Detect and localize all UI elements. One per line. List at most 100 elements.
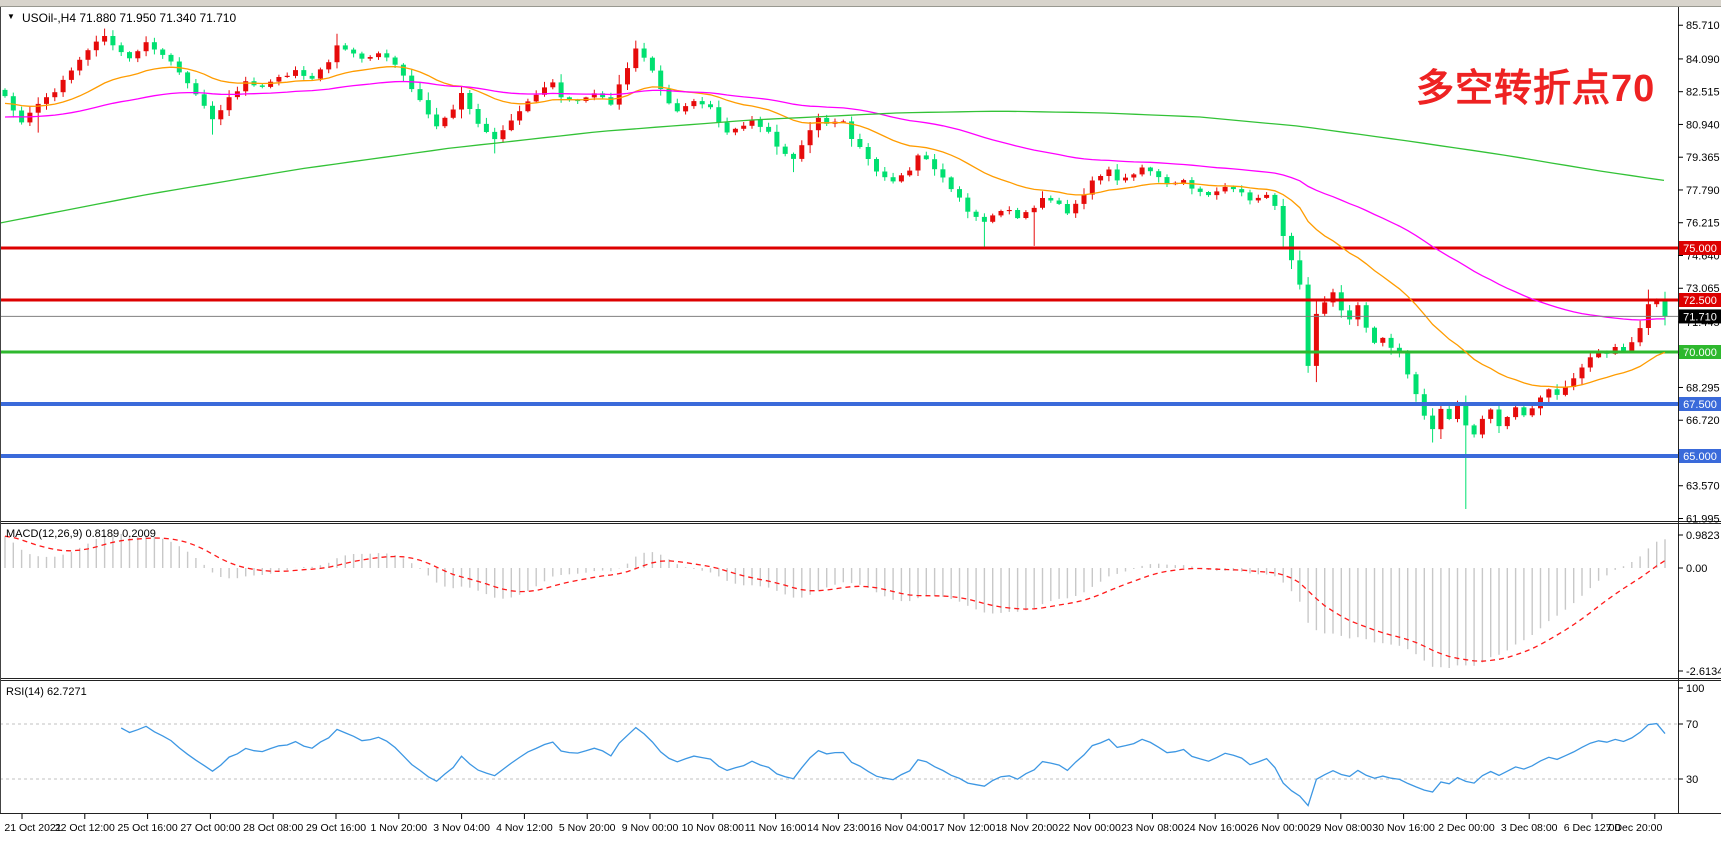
candle — [998, 209, 1004, 218]
annotation-text: 多空转折点70 — [1416, 68, 1656, 110]
ma-line-green — [0, 110, 1665, 224]
candle — [376, 51, 381, 60]
candle — [948, 176, 954, 192]
time-axis-label[interactable]: 28 Oct 08:00 — [243, 822, 303, 834]
symbol-dropdown-icon[interactable]: ▼ — [7, 12, 15, 21]
macd-scale-label: -2.6134 — [1686, 666, 1721, 678]
price-level-badge — [1679, 345, 1721, 359]
candle — [1189, 177, 1195, 195]
candle — [1313, 299, 1319, 383]
candle — [981, 213, 987, 247]
rsi-panel-area[interactable] — [0, 722, 1678, 807]
time-axis-label[interactable]: 26 Nov 00:00 — [1247, 822, 1310, 834]
candle — [1562, 380, 1568, 397]
candle — [1048, 195, 1054, 203]
candle — [417, 83, 423, 102]
candle — [1571, 373, 1577, 391]
candle — [1081, 188, 1087, 210]
candle — [898, 173, 904, 183]
candle — [957, 186, 962, 202]
main-chart-area[interactable] — [0, 28, 1678, 509]
candle — [10, 92, 16, 118]
macd-scale-label: 0.00 — [1686, 563, 1707, 575]
macd-indicator-label: MACD(12,26,9) 0.8189 0.2009 — [6, 528, 156, 540]
time-axis-label[interactable]: 11 Nov 16:00 — [745, 822, 807, 834]
candle — [1247, 189, 1253, 205]
time-axis-label[interactable]: 22 Nov 00:00 — [1058, 822, 1121, 834]
time-axis-label[interactable]: 21 Oct 2021 — [4, 822, 61, 834]
time-axis-label[interactable]: 25 Oct 16:00 — [118, 822, 178, 834]
price-level-badge — [1679, 293, 1721, 307]
candle — [425, 92, 431, 119]
candle — [1521, 405, 1527, 418]
candle — [1372, 326, 1377, 345]
price-tick-label: 68.295 — [1686, 383, 1720, 395]
time-axis-label[interactable]: 7 Dec 20:00 — [1606, 822, 1663, 834]
candle — [1579, 363, 1585, 385]
candle — [691, 98, 697, 109]
candle — [923, 151, 929, 160]
time-axis-label[interactable]: 18 Nov 20:00 — [996, 822, 1059, 834]
candle — [1089, 176, 1095, 200]
time-axis-label[interactable]: 14 Nov 23:00 — [807, 822, 870, 834]
time-axis-label[interactable]: 9 Nov 00:00 — [622, 822, 679, 834]
candle — [517, 105, 523, 125]
candle — [1006, 206, 1012, 215]
time-axis-label[interactable]: 24 Nov 16:00 — [1184, 822, 1247, 834]
candle — [276, 74, 282, 86]
time-axis-label[interactable]: 3 Nov 04:00 — [433, 822, 490, 834]
candle — [334, 33, 340, 69]
candle — [467, 90, 473, 115]
candle — [625, 62, 630, 90]
candle — [550, 79, 556, 90]
candle — [35, 97, 41, 133]
time-axis-label[interactable]: 29 Nov 08:00 — [1310, 822, 1373, 834]
candle — [674, 98, 680, 113]
rsi-scale-label: 100 — [1686, 683, 1704, 695]
time-axis-label[interactable]: 3 Dec 08:00 — [1501, 822, 1558, 834]
time-axis-label[interactable]: 29 Oct 16:00 — [306, 822, 366, 834]
candle — [791, 152, 796, 173]
candle — [234, 86, 240, 100]
time-axis-label[interactable]: 23 Nov 08:00 — [1121, 822, 1184, 834]
candle — [68, 67, 74, 84]
candle — [301, 66, 307, 80]
candle — [649, 56, 655, 73]
candle — [160, 48, 166, 59]
time-axis-label[interactable]: 2 Dec 00:00 — [1438, 822, 1495, 834]
candle — [251, 77, 257, 87]
candle — [874, 157, 879, 177]
time-axis-label[interactable]: 17 Nov 12:00 — [933, 822, 996, 834]
candle — [259, 83, 265, 89]
candle — [1280, 198, 1286, 249]
time-axis-label[interactable]: 27 Oct 00:00 — [180, 822, 240, 834]
time-axis-label[interactable]: 16 Nov 04:00 — [870, 822, 933, 834]
price-tick-label: 79.365 — [1686, 152, 1720, 164]
candle — [774, 124, 780, 155]
candle — [1123, 173, 1128, 183]
time-axis-label[interactable]: 10 Nov 08:00 — [682, 822, 745, 834]
candle — [1206, 191, 1211, 197]
candle — [1546, 388, 1552, 404]
candle — [600, 91, 606, 99]
candle — [1289, 232, 1294, 269]
time-axis-label[interactable]: 1 Nov 20:00 — [370, 822, 427, 834]
time-axis-label[interactable]: 4 Nov 12:00 — [496, 822, 553, 834]
candle — [185, 71, 191, 89]
candle — [749, 116, 755, 129]
candle — [475, 103, 481, 128]
time-axis-label[interactable]: 30 Nov 16:00 — [1372, 822, 1435, 834]
price-tick-label: 80.940 — [1686, 119, 1720, 131]
time-axis-label[interactable]: 6 Dec 12:00 — [1564, 822, 1621, 834]
time-axis-label[interactable]: 22 Oct 12:00 — [55, 822, 115, 834]
time-axis-label[interactable]: 5 Nov 20:00 — [559, 822, 616, 834]
candle — [1463, 395, 1469, 509]
price-tick-label: 63.570 — [1686, 481, 1720, 493]
candle — [1131, 173, 1137, 181]
macd-panel-area[interactable] — [4, 533, 1666, 668]
candle — [782, 143, 788, 157]
candle — [1488, 408, 1494, 424]
candle — [741, 122, 747, 131]
